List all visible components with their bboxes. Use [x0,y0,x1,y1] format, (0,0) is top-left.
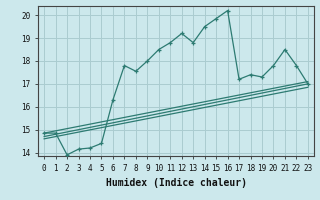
X-axis label: Humidex (Indice chaleur): Humidex (Indice chaleur) [106,178,246,188]
